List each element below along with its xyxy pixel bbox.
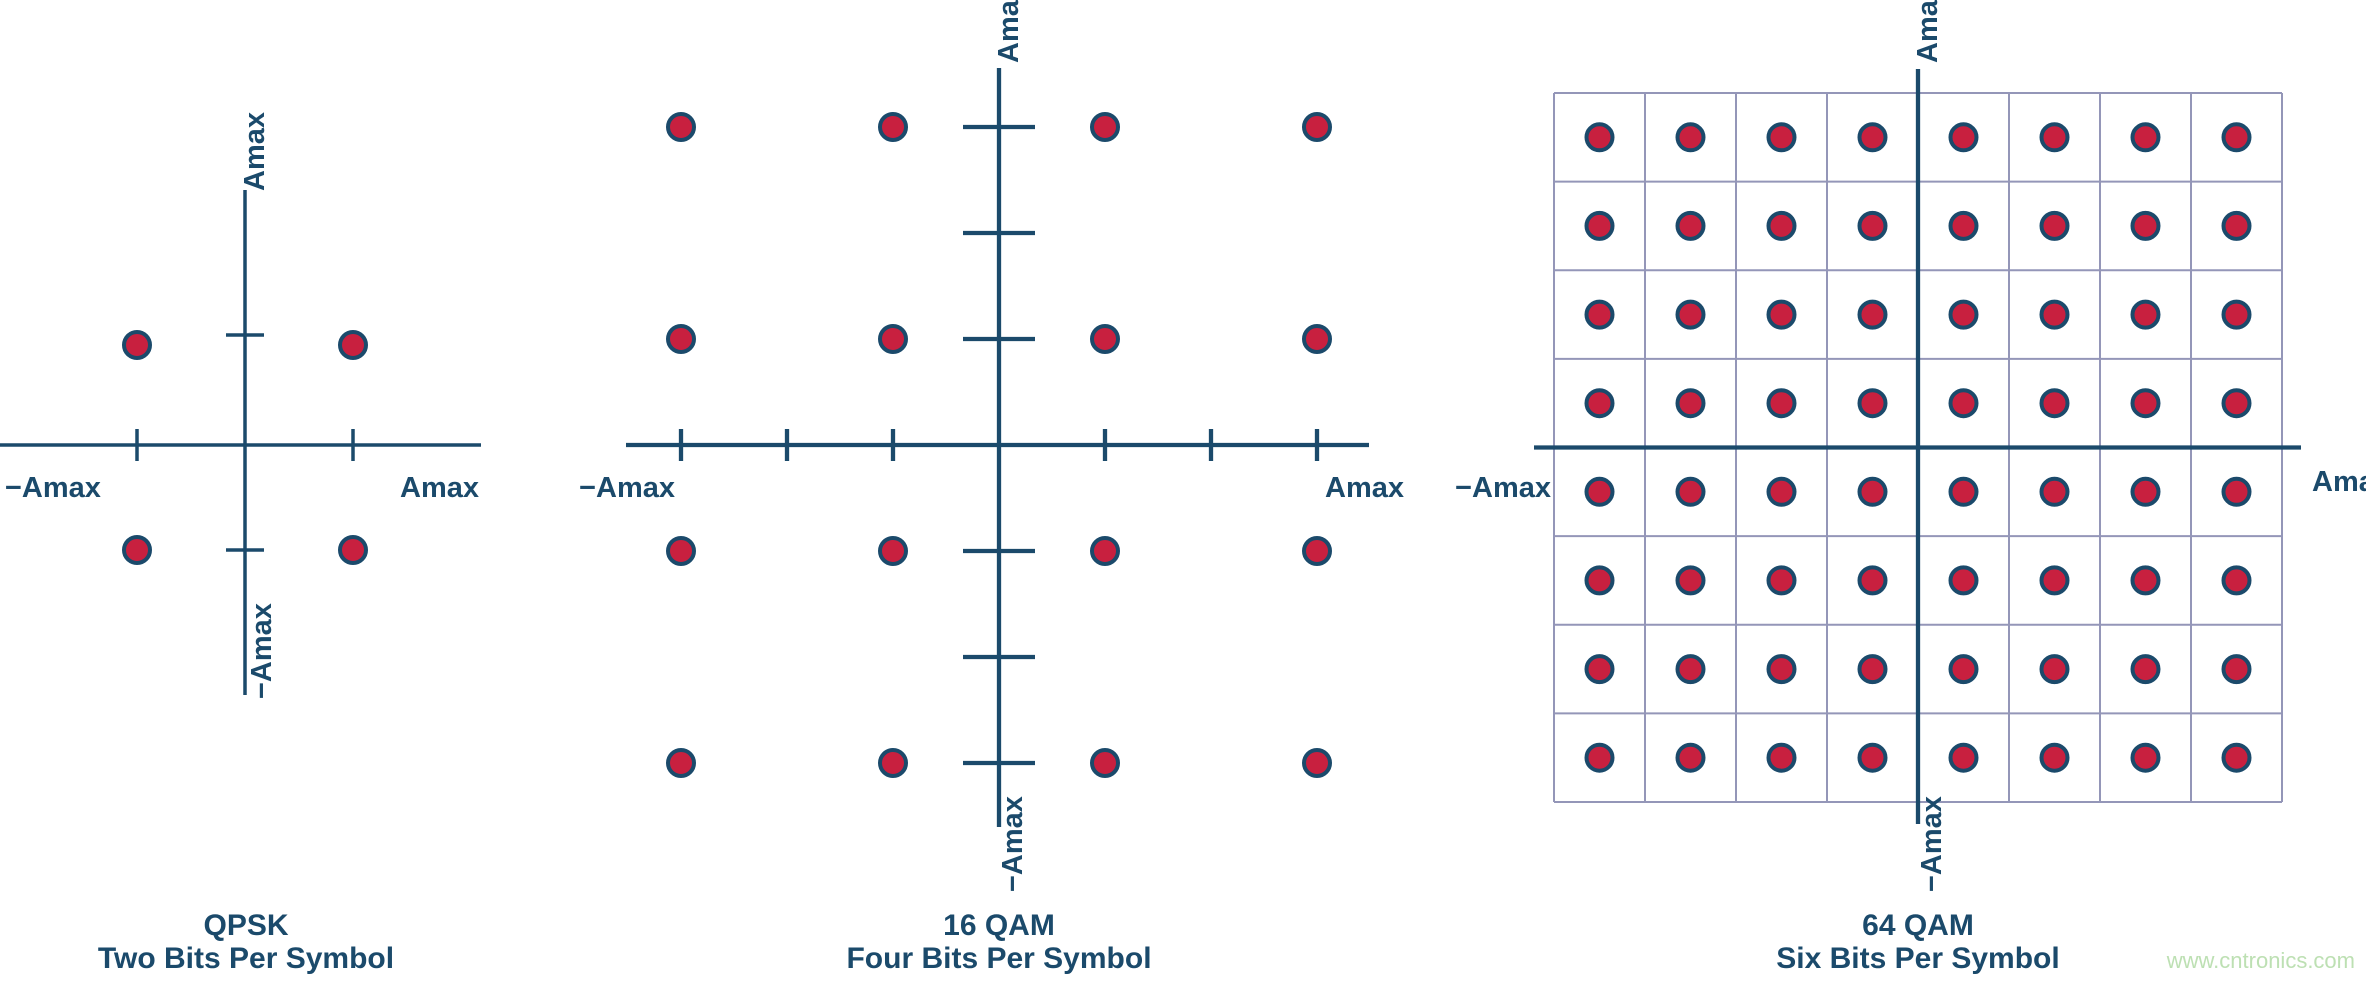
svg-text:−Amax: −Amax bbox=[246, 603, 278, 699]
svg-text:Amax: Amax bbox=[993, 0, 1025, 63]
svg-text:Six Bits Per Symbol: Six Bits Per Symbol bbox=[1776, 942, 2059, 975]
svg-text:−Amax: −Amax bbox=[997, 796, 1029, 892]
svg-text:−Amax: −Amax bbox=[5, 472, 101, 504]
svg-text:Amax: Amax bbox=[1325, 472, 1404, 504]
svg-text:16 QAM: 16 QAM bbox=[943, 909, 1055, 942]
svg-text:Four Bits Per Symbol: Four Bits Per Symbol bbox=[846, 942, 1151, 975]
svg-text:www.cntronics.com: www.cntronics.com bbox=[2166, 948, 2355, 973]
svg-text:−Amax: −Amax bbox=[1455, 472, 1551, 504]
svg-text:Amax: Amax bbox=[1912, 0, 1944, 63]
svg-text:−Amax: −Amax bbox=[1916, 796, 1948, 892]
svg-text:Amax: Amax bbox=[239, 112, 271, 191]
svg-text:QPSK: QPSK bbox=[203, 909, 288, 942]
svg-text:Amax: Amax bbox=[400, 472, 479, 504]
svg-text:Amax: Amax bbox=[2312, 466, 2366, 498]
svg-text:−Amax: −Amax bbox=[579, 472, 675, 504]
svg-text:Two Bits Per Symbol: Two Bits Per Symbol bbox=[98, 942, 394, 975]
svg-text:64 QAM: 64 QAM bbox=[1862, 909, 1974, 942]
